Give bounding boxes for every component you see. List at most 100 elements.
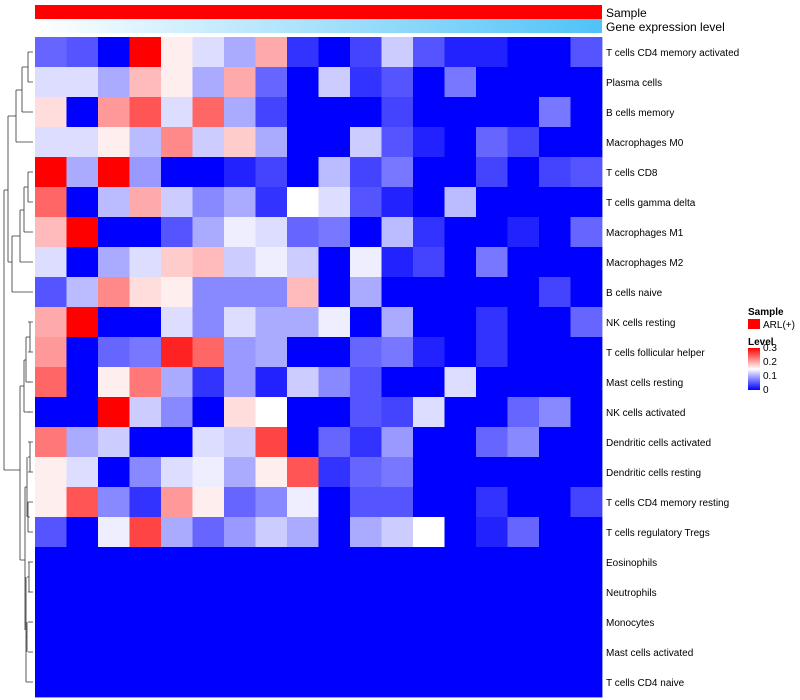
heatmap-cell	[192, 37, 225, 68]
heatmap-cell	[224, 397, 256, 428]
heatmap-cell	[350, 547, 382, 578]
heatmap-cell	[66, 577, 99, 608]
heatmap-cell	[444, 367, 477, 398]
heatmap-cell	[66, 307, 99, 338]
heatmap-cell	[255, 427, 288, 458]
heatmap-cell	[287, 457, 319, 488]
heatmap-cell	[66, 37, 99, 68]
heatmap-cell	[507, 127, 540, 158]
heatmap-cell	[35, 517, 67, 548]
heatmap-cell	[444, 37, 477, 68]
heatmap-cell	[539, 667, 571, 698]
heatmap-cell	[192, 517, 225, 548]
heatmap-cell	[476, 517, 508, 548]
heatmap-cell	[444, 457, 477, 488]
heatmap-cell	[381, 67, 414, 98]
heatmap-cell	[570, 637, 603, 668]
heatmap-cell	[381, 427, 414, 458]
heatmap-cell	[129, 97, 162, 128]
heatmap-cell	[413, 517, 445, 548]
heatmap-cell	[350, 337, 382, 368]
heatmap-cell	[350, 457, 382, 488]
legend-level-tick: 0	[763, 385, 769, 396]
heatmap-cell	[98, 217, 130, 248]
heatmap-cell	[224, 97, 256, 128]
heatmap-cell	[35, 127, 67, 158]
heatmap-cell	[287, 67, 319, 98]
heatmap-cell	[507, 427, 540, 458]
heatmap-cell	[255, 157, 288, 188]
heatmap-cell	[381, 247, 414, 278]
heatmap-cell	[161, 607, 193, 638]
heatmap-cell	[161, 97, 193, 128]
heatmap-cell	[507, 307, 540, 338]
heatmap-cell	[161, 547, 193, 578]
heatmap-cell	[35, 67, 67, 98]
heatmap-cell	[35, 367, 67, 398]
heatmap-cell	[413, 487, 445, 518]
heatmap-cell	[66, 217, 99, 248]
heatmap-cell	[444, 427, 477, 458]
heatmap-cell	[476, 547, 508, 578]
heatmap-cell	[476, 637, 508, 668]
heatmap-cell	[476, 157, 508, 188]
row-label: T cells CD4 memory activated	[606, 48, 739, 59]
heatmap-cell	[35, 577, 67, 608]
heatmap-cell	[507, 67, 540, 98]
heatmap-cell	[444, 217, 477, 248]
heatmap-cell	[350, 397, 382, 428]
heatmap-cell	[318, 457, 351, 488]
heatmap-cell	[539, 577, 571, 608]
heatmap-cell	[98, 637, 130, 668]
heatmap-cell	[287, 37, 319, 68]
heatmap-cell	[318, 517, 351, 548]
heatmap-cell	[192, 667, 225, 698]
heatmap-cell	[444, 547, 477, 578]
row-label: Macrophages M2	[606, 258, 684, 269]
heatmap-cell	[224, 187, 256, 218]
heatmap-cells	[35, 37, 603, 698]
heatmap-cell	[381, 667, 414, 698]
heatmap-cell	[318, 337, 351, 368]
heatmap-cell	[507, 247, 540, 278]
heatmap-cell	[350, 247, 382, 278]
heatmap-cell	[224, 547, 256, 578]
heatmap-cell	[413, 637, 445, 668]
row-label: Dendritic cells activated	[606, 438, 711, 449]
heatmap-cell	[318, 577, 351, 608]
heatmap-cell	[287, 307, 319, 338]
heatmap-cell	[381, 397, 414, 428]
heatmap-cell	[350, 607, 382, 638]
heatmap-cell	[224, 487, 256, 518]
heatmap-cell	[35, 217, 67, 248]
heatmap-cell	[161, 337, 193, 368]
legend-level-ticks: 0.3 0.2 0.1 0	[763, 343, 777, 396]
heatmap-cell	[444, 277, 477, 308]
heatmap-cell	[35, 637, 67, 668]
heatmap-cell	[318, 607, 351, 638]
heatmap-cell	[318, 127, 351, 158]
heatmap-cell	[192, 427, 225, 458]
heatmap-cell	[318, 367, 351, 398]
heatmap-cell	[413, 577, 445, 608]
heatmap-cell	[66, 427, 99, 458]
heatmap-cell	[539, 547, 571, 578]
heatmap-cell	[161, 247, 193, 278]
heatmap-cell	[129, 487, 162, 518]
heatmap-cell	[98, 157, 130, 188]
heatmap-cell	[66, 337, 99, 368]
heatmap-cell	[350, 157, 382, 188]
legend-sample-entry: ARL(+)	[763, 320, 795, 331]
heatmap-cell	[507, 487, 540, 518]
heatmap-cell	[381, 547, 414, 578]
heatmap-cell	[539, 187, 571, 218]
heatmap-cell	[350, 517, 382, 548]
heatmap-cell	[318, 97, 351, 128]
heatmap-cell	[98, 127, 130, 158]
heatmap-cell	[98, 577, 130, 608]
heatmap-cell	[98, 667, 130, 698]
heatmap-cell	[35, 397, 67, 428]
heatmap-cell	[539, 517, 571, 548]
heatmap-cell	[192, 247, 225, 278]
heatmap-cell	[98, 397, 130, 428]
